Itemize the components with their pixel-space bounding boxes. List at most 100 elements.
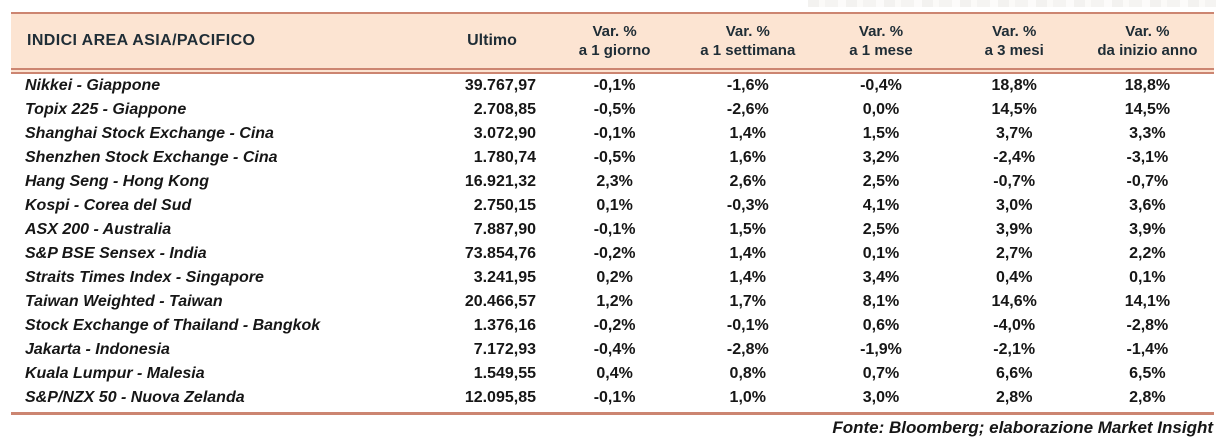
column-header-var-bottom: a 1 settimana	[700, 42, 796, 59]
var-3months-cell: 3,7%	[995, 125, 1033, 142]
var-1day-cell: -0,5%	[593, 149, 636, 166]
var-1month-cell: 1,5%	[862, 125, 900, 142]
table-row: S&P BSE Sensex - India 73.854,76 -0,2% 1…	[11, 242, 1214, 266]
column-header-var-top: Var. %	[992, 23, 1037, 40]
header-double-rule	[11, 70, 1214, 74]
column-header-ultimo: Ultimo	[467, 32, 517, 49]
var-3months-cell: -2,1%	[993, 341, 1036, 358]
last-value-cell: 7.172,93	[473, 341, 536, 358]
var-1week-cell: 1,6%	[729, 149, 767, 166]
var-1day-cell: 0,2%	[596, 269, 633, 286]
index-name-cell: Shanghai Stock Exchange - Cina	[25, 125, 274, 142]
var-ytd-cell: 3,6%	[1129, 197, 1166, 214]
index-name-cell: Stock Exchange of Thailand - Bangkok	[25, 317, 321, 334]
var-ytd-cell: 3,3%	[1129, 125, 1166, 142]
var-1month-cell: 3,0%	[862, 389, 900, 406]
column-header-var-top: Var. %	[725, 23, 770, 40]
var-ytd-cell: 2,2%	[1129, 245, 1166, 262]
var-1month-cell: 0,0%	[862, 101, 900, 118]
var-ytd-cell: 18,8%	[1124, 77, 1171, 94]
var-3months-cell: -2,4%	[993, 149, 1036, 166]
var-1day-cell: 1,2%	[596, 293, 633, 310]
table-row: Taiwan Weighted - Taiwan 20.466,57 1,2% …	[11, 290, 1214, 314]
var-1week-cell: 1,7%	[729, 293, 767, 310]
last-value-cell: 1.780,74	[473, 149, 536, 166]
var-1week-cell: 1,4%	[729, 245, 767, 262]
table-row: Hang Seng - Hong Kong 16.921,32 2,3% 2,6…	[11, 170, 1214, 194]
table-header: INDICI AREA ASIA/PACIFICO Ultimo Var. % …	[11, 12, 1214, 70]
var-ytd-cell: -0,7%	[1126, 173, 1169, 190]
var-1day-cell: -0,1%	[593, 221, 636, 238]
var-3months-cell: 14,5%	[991, 101, 1037, 118]
table-row: Shanghai Stock Exchange - Cina 3.072,90 …	[11, 122, 1214, 146]
var-3months-cell: 0,4%	[995, 269, 1033, 286]
index-name-cell: S&P/NZX 50 - Nuova Zelanda	[25, 389, 245, 406]
var-1week-cell: -0,3%	[726, 197, 769, 214]
column-header-var: Var. % a 1 mese	[814, 22, 947, 60]
table-row: Straits Times Index - Singapore 3.241,95…	[11, 266, 1214, 290]
last-value-cell: 20.466,57	[464, 293, 536, 310]
indices-table: INDICI AREA ASIA/PACIFICO Ultimo Var. % …	[11, 12, 1214, 438]
column-header-var: Var. % a 1 giorno	[548, 22, 681, 60]
table-row: Nikkei - Giappone 39.767,97 -0,1% -1,6% …	[11, 74, 1214, 98]
var-1day-cell: 0,1%	[596, 197, 633, 214]
index-name-cell: Hang Seng - Hong Kong	[25, 173, 209, 190]
var-1week-cell: 1,0%	[729, 389, 767, 406]
column-header-var-top: Var. %	[592, 23, 637, 40]
last-value-cell: 3.241,95	[473, 269, 536, 286]
var-1day-cell: -0,5%	[593, 101, 636, 118]
table-bottom-rule	[11, 412, 1214, 415]
last-value-cell: 12.095,85	[464, 389, 536, 406]
column-header-var-bottom: a 1 giorno	[578, 42, 651, 59]
var-ytd-cell: 14,1%	[1124, 293, 1171, 310]
index-name-cell: S&P BSE Sensex - India	[25, 245, 207, 262]
var-1month-cell: 2,5%	[862, 173, 900, 190]
var-1day-cell: -0,1%	[593, 77, 636, 94]
var-1week-cell: -2,8%	[726, 341, 769, 358]
index-name-cell: ASX 200 - Australia	[25, 221, 172, 238]
var-3months-cell: 14,6%	[991, 293, 1037, 310]
var-3months-cell: -4,0%	[993, 317, 1036, 334]
var-3months-cell: 18,8%	[991, 77, 1037, 94]
var-1day-cell: 2,3%	[596, 173, 633, 190]
table-row: Jakarta - Indonesia 7.172,93 -0,4% -2,8%…	[11, 338, 1214, 362]
var-ytd-cell: -3,1%	[1126, 149, 1169, 166]
column-header-var-bottom: a 3 mesi	[984, 42, 1044, 59]
table-row: Topix 225 - Giappone 2.708,85 -0,5% -2,6…	[11, 98, 1214, 122]
table-row: Shenzhen Stock Exchange - Cina 1.780,74 …	[11, 146, 1214, 170]
var-1week-cell: 0,8%	[729, 365, 767, 382]
var-ytd-cell: 2,8%	[1129, 389, 1166, 406]
cropped-text-artifact	[808, 0, 1216, 7]
var-1month-cell: 4,1%	[862, 197, 900, 214]
index-name-cell: Shenzhen Stock Exchange - Cina	[25, 149, 278, 166]
var-1month-cell: 8,1%	[862, 293, 900, 310]
var-1day-cell: -0,1%	[593, 125, 636, 142]
var-1month-cell: 0,6%	[862, 317, 900, 334]
table-row: Stock Exchange of Thailand - Bangkok 1.3…	[11, 314, 1214, 338]
table-row: Kuala Lumpur - Malesia 1.549,55 0,4% 0,8…	[11, 362, 1214, 386]
var-ytd-cell: -1,4%	[1126, 341, 1169, 358]
table-title: INDICI AREA ASIA/PACIFICO	[27, 32, 256, 49]
index-name-cell: Taiwan Weighted - Taiwan	[25, 293, 223, 310]
var-3months-cell: -0,7%	[993, 173, 1036, 190]
column-header-var: Var. % a 3 mesi	[948, 22, 1081, 60]
last-value-cell: 3.072,90	[473, 125, 536, 142]
last-value-cell: 1.376,16	[473, 317, 536, 334]
column-header-var-bottom: a 1 mese	[849, 42, 913, 59]
index-name-cell: Kospi - Corea del Sud	[25, 197, 192, 214]
var-1week-cell: 2,6%	[729, 173, 767, 190]
var-3months-cell: 3,9%	[995, 221, 1033, 238]
var-1week-cell: -1,6%	[726, 77, 769, 94]
var-1week-cell: 1,5%	[729, 221, 767, 238]
source-note: Fonte: Bloomberg; elaborazione Market In…	[832, 418, 1213, 437]
var-1week-cell: 1,4%	[729, 125, 767, 142]
index-name-cell: Kuala Lumpur - Malesia	[25, 365, 205, 382]
var-1month-cell: -1,9%	[860, 341, 902, 358]
last-value-cell: 73.854,76	[464, 245, 536, 262]
var-1week-cell: -2,6%	[726, 101, 769, 118]
last-value-cell: 39.767,97	[464, 77, 536, 94]
column-header-var-top: Var. %	[858, 23, 904, 40]
var-ytd-cell: 6,5%	[1129, 365, 1166, 382]
index-name-cell: Jakarta - Indonesia	[25, 341, 170, 358]
